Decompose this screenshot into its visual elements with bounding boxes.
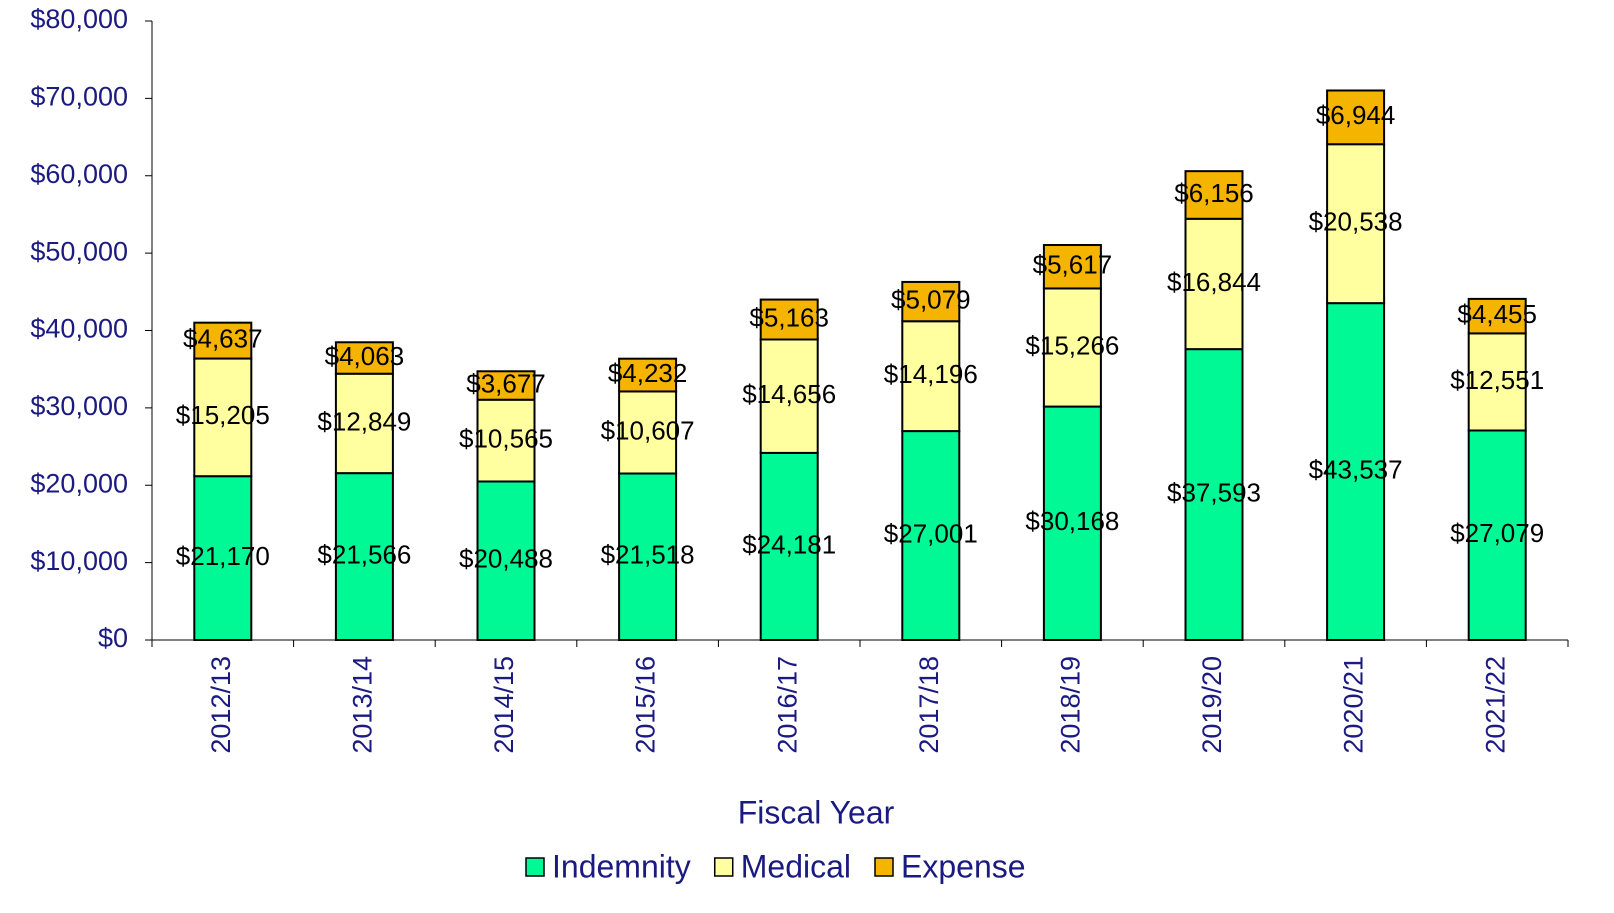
bar-segment bbox=[1184, 348, 1244, 641]
legend-label: Expense bbox=[901, 848, 1026, 884]
bar-segment bbox=[1184, 217, 1244, 351]
value-label: $27,001 bbox=[884, 518, 978, 548]
value-label: $12,849 bbox=[317, 406, 411, 436]
value-label: $3,677 bbox=[466, 368, 546, 398]
y-tick-label: $80,000 bbox=[30, 4, 128, 34]
value-label: $20,488 bbox=[459, 544, 553, 574]
bar-segment bbox=[901, 430, 961, 642]
y-tick-label: $10,000 bbox=[30, 546, 128, 576]
y-tick-label: $60,000 bbox=[30, 159, 128, 189]
x-tick-label: 2012/13 bbox=[206, 656, 236, 754]
value-label: $5,163 bbox=[749, 302, 829, 332]
value-label: $10,607 bbox=[601, 415, 695, 445]
y-tick-label: $20,000 bbox=[30, 468, 128, 498]
x-tick-label: 2018/19 bbox=[1056, 656, 1086, 754]
value-label: $6,944 bbox=[1316, 100, 1396, 130]
legend-swatch bbox=[713, 857, 734, 877]
value-label: $12,551 bbox=[1450, 365, 1544, 395]
value-label: $5,617 bbox=[1033, 250, 1113, 280]
y-tick-label: $70,000 bbox=[30, 82, 128, 112]
value-label: $16,844 bbox=[1167, 267, 1261, 297]
bar-segment bbox=[1042, 405, 1102, 641]
value-label: $4,232 bbox=[608, 358, 688, 388]
bar-segment bbox=[1326, 302, 1386, 641]
value-label: $14,196 bbox=[884, 359, 978, 389]
bar-segment bbox=[618, 390, 678, 475]
value-label: $21,170 bbox=[176, 541, 270, 571]
bar-segment bbox=[1326, 89, 1386, 146]
bar-segment bbox=[1326, 143, 1386, 305]
legend-label: Indemnity bbox=[552, 848, 691, 884]
value-label: $6,156 bbox=[1174, 178, 1254, 208]
legend-swatch bbox=[525, 857, 545, 877]
x-axis-label: Fiscal Year bbox=[738, 794, 895, 830]
value-label: $15,266 bbox=[1025, 330, 1119, 360]
value-label: $4,455 bbox=[1457, 299, 1537, 329]
y-tick-label: $30,000 bbox=[30, 391, 128, 421]
bar-segment bbox=[476, 480, 536, 641]
bar-segment bbox=[1467, 429, 1527, 641]
value-label: $21,566 bbox=[317, 539, 411, 569]
legend-swatch bbox=[874, 857, 894, 877]
y-tick-label: $50,000 bbox=[30, 236, 128, 266]
value-label: $15,205 bbox=[176, 400, 270, 430]
value-label: $37,593 bbox=[1167, 477, 1261, 507]
x-tick-label: 2020/21 bbox=[1339, 656, 1369, 754]
bar-segment bbox=[1467, 297, 1527, 335]
bar-segment bbox=[476, 370, 536, 401]
value-label: $21,518 bbox=[601, 540, 695, 570]
bar-segment bbox=[334, 341, 394, 375]
value-label: $14,656 bbox=[742, 379, 836, 409]
bar-segment bbox=[901, 280, 961, 323]
value-label: $4,063 bbox=[325, 341, 405, 371]
x-tick-label: 2021/22 bbox=[1480, 656, 1510, 754]
x-tick-label: 2019/20 bbox=[1197, 656, 1227, 754]
x-tick-label: 2017/18 bbox=[914, 656, 944, 754]
value-label: $30,168 bbox=[1025, 506, 1119, 536]
bar-segment bbox=[193, 475, 253, 641]
bar-segment bbox=[901, 320, 961, 433]
bar-segment bbox=[1042, 243, 1102, 290]
value-label: $4,637 bbox=[183, 323, 263, 353]
value-label: $27,079 bbox=[1450, 518, 1544, 548]
bar-segment bbox=[759, 338, 819, 454]
x-tick-label: 2013/14 bbox=[348, 656, 378, 754]
bar-segment bbox=[1184, 170, 1244, 220]
value-label: $5,079 bbox=[891, 284, 971, 314]
x-tick-label: 2016/17 bbox=[772, 656, 802, 754]
x-tick-label: 2014/15 bbox=[489, 656, 519, 754]
bar-segment bbox=[618, 357, 678, 393]
value-label: $20,538 bbox=[1309, 207, 1403, 237]
value-label: $43,537 bbox=[1309, 454, 1403, 484]
legend-label: Medical bbox=[741, 848, 851, 884]
y-tick-label: $0 bbox=[98, 623, 128, 653]
y-tick-label: $40,000 bbox=[30, 314, 128, 344]
bar-segment bbox=[193, 321, 253, 360]
bar-segment bbox=[334, 372, 394, 475]
bar-segment bbox=[759, 298, 819, 341]
value-label: $10,565 bbox=[459, 423, 553, 453]
x-tick-label: 2015/16 bbox=[631, 656, 661, 754]
value-label: $24,181 bbox=[742, 529, 836, 559]
bar-segment bbox=[759, 451, 819, 641]
